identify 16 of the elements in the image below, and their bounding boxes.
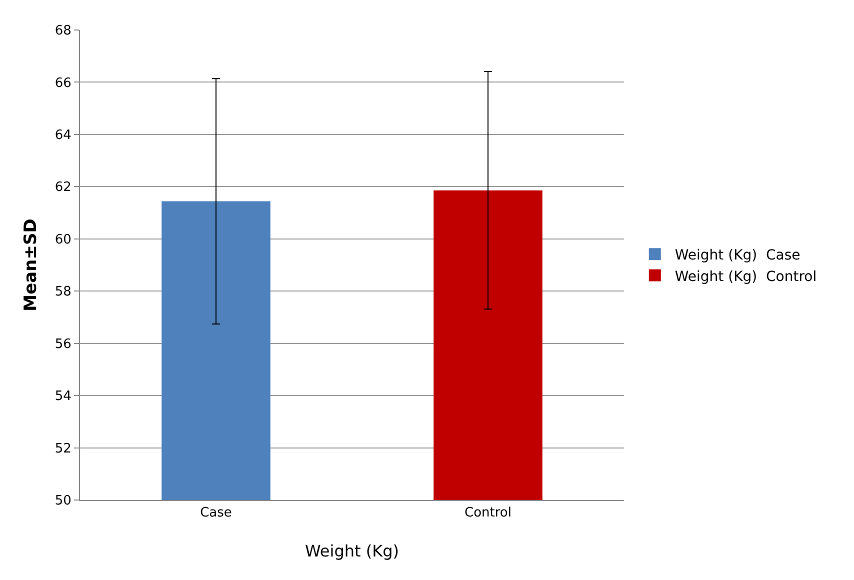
x-tick-label: Control (464, 506, 512, 521)
legend-label: Weight (Kg) Case (674, 248, 800, 264)
y-tick-label: 52 (54, 441, 72, 456)
y-tick-label: 64 (54, 128, 72, 143)
legend-label: Weight (Kg) Control (674, 268, 817, 285)
y-tick-label: 62 (54, 180, 72, 196)
y-tick-label: 58 (54, 284, 72, 300)
y-tick-label: 56 (54, 336, 72, 352)
y-tick-label: 66 (54, 76, 72, 91)
y-tick-label: 68 (54, 24, 72, 39)
y-axis-title: Mean±SD (21, 218, 41, 312)
x-axis-title: Weight (Kg) (305, 541, 399, 560)
y-tick-label: 60 (54, 232, 72, 248)
y-tick-label: 50 (54, 494, 72, 509)
x-tick-label: Case (200, 506, 232, 521)
y-tick-label: 54 (54, 389, 72, 404)
